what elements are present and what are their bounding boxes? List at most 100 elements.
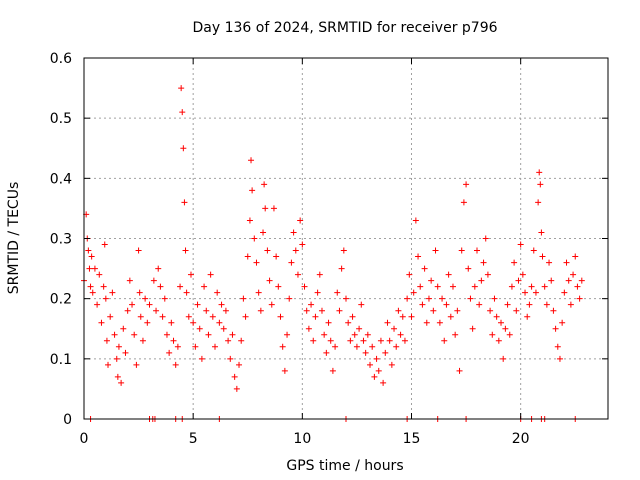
data-point — [554, 343, 561, 350]
data-point — [495, 337, 502, 344]
data-point — [86, 265, 93, 272]
data-point — [187, 271, 194, 278]
data-point — [393, 343, 400, 350]
data-point — [111, 331, 118, 338]
y-tick-label: 0.2 — [50, 292, 72, 308]
data-point — [399, 313, 406, 320]
data-point — [570, 271, 577, 278]
data-point — [96, 271, 103, 278]
x-tick-labels: 0 5 10 15 20 — [80, 431, 530, 447]
data-point — [487, 307, 494, 314]
data-point — [511, 259, 518, 266]
data-point — [229, 331, 236, 338]
data-point — [436, 319, 443, 326]
data-point — [343, 295, 349, 302]
data-point — [353, 343, 360, 350]
data-point — [218, 301, 225, 308]
data-point — [401, 337, 408, 344]
data-point — [556, 355, 563, 362]
data-point — [384, 319, 391, 326]
data-point — [146, 301, 153, 308]
data-point — [222, 307, 229, 314]
data-point — [233, 385, 240, 392]
data-point — [404, 295, 411, 302]
data-point — [262, 205, 269, 212]
data-point — [177, 283, 184, 290]
data-point — [380, 379, 387, 386]
data-point — [508, 283, 515, 290]
y-tick-labels: 0 0.1 0.2 0.3 0.4 0.5 0.6 — [50, 51, 72, 428]
x-tick-label: 5 — [189, 431, 198, 447]
data-point — [227, 355, 234, 362]
data-point — [491, 295, 498, 302]
y-tick-label: 0.6 — [50, 51, 72, 67]
data-point — [559, 319, 566, 326]
y-tick-label: 0.5 — [50, 111, 72, 127]
x-tick-label: 10 — [293, 431, 311, 447]
data-point — [406, 271, 413, 278]
y-tick-label: 0.1 — [50, 352, 72, 368]
data-point — [284, 331, 291, 338]
data-point — [305, 325, 312, 332]
data-point — [524, 313, 531, 320]
data-point — [249, 187, 256, 194]
data-point — [535, 199, 542, 206]
data-point — [126, 277, 133, 284]
data-point — [546, 259, 553, 266]
data-point — [321, 331, 328, 338]
data-point — [168, 319, 175, 326]
data-point — [288, 259, 295, 266]
data-point — [410, 289, 417, 296]
x-tick-label: 15 — [403, 431, 421, 447]
data-point — [349, 313, 356, 320]
axis-ticks — [83, 57, 608, 420]
data-point — [323, 349, 330, 356]
data-point — [476, 301, 483, 308]
data-point — [434, 283, 441, 290]
data-point — [153, 307, 160, 314]
data-point — [102, 295, 109, 302]
data-point — [543, 301, 550, 308]
data-point — [246, 217, 253, 224]
data-point — [563, 259, 570, 266]
data-point — [299, 241, 306, 248]
data-point — [170, 337, 177, 344]
data-point — [180, 145, 187, 152]
data-point — [118, 379, 125, 386]
data-point — [101, 241, 108, 248]
data-point — [91, 265, 98, 272]
data-point — [463, 181, 470, 188]
data-point — [290, 229, 297, 236]
data-point — [100, 283, 107, 290]
data-point — [441, 337, 448, 344]
data-point — [105, 361, 112, 368]
data-point — [345, 319, 352, 326]
data-point — [456, 367, 463, 374]
data-point — [360, 337, 367, 344]
data-point — [196, 325, 203, 332]
data-point — [136, 289, 143, 296]
data-point — [419, 301, 426, 308]
data-point — [425, 295, 432, 302]
data-point — [465, 265, 472, 272]
data-point — [439, 295, 446, 302]
data-point — [172, 361, 179, 368]
grid-lines — [84, 58, 608, 419]
data-point — [377, 337, 384, 344]
data-point — [561, 289, 568, 296]
data-point — [515, 277, 522, 284]
data-point — [264, 247, 271, 254]
data-point — [373, 355, 380, 362]
data-point — [268, 301, 275, 308]
data-point — [115, 343, 122, 350]
data-point — [94, 301, 101, 308]
y-tick-label: 0 — [63, 412, 72, 428]
data-point — [526, 301, 533, 308]
data-point — [205, 331, 212, 338]
data-point — [367, 361, 374, 368]
data-point — [178, 85, 185, 92]
data-point — [244, 253, 251, 260]
data-point — [458, 247, 465, 254]
data-point — [351, 331, 358, 338]
data-point — [388, 361, 395, 368]
